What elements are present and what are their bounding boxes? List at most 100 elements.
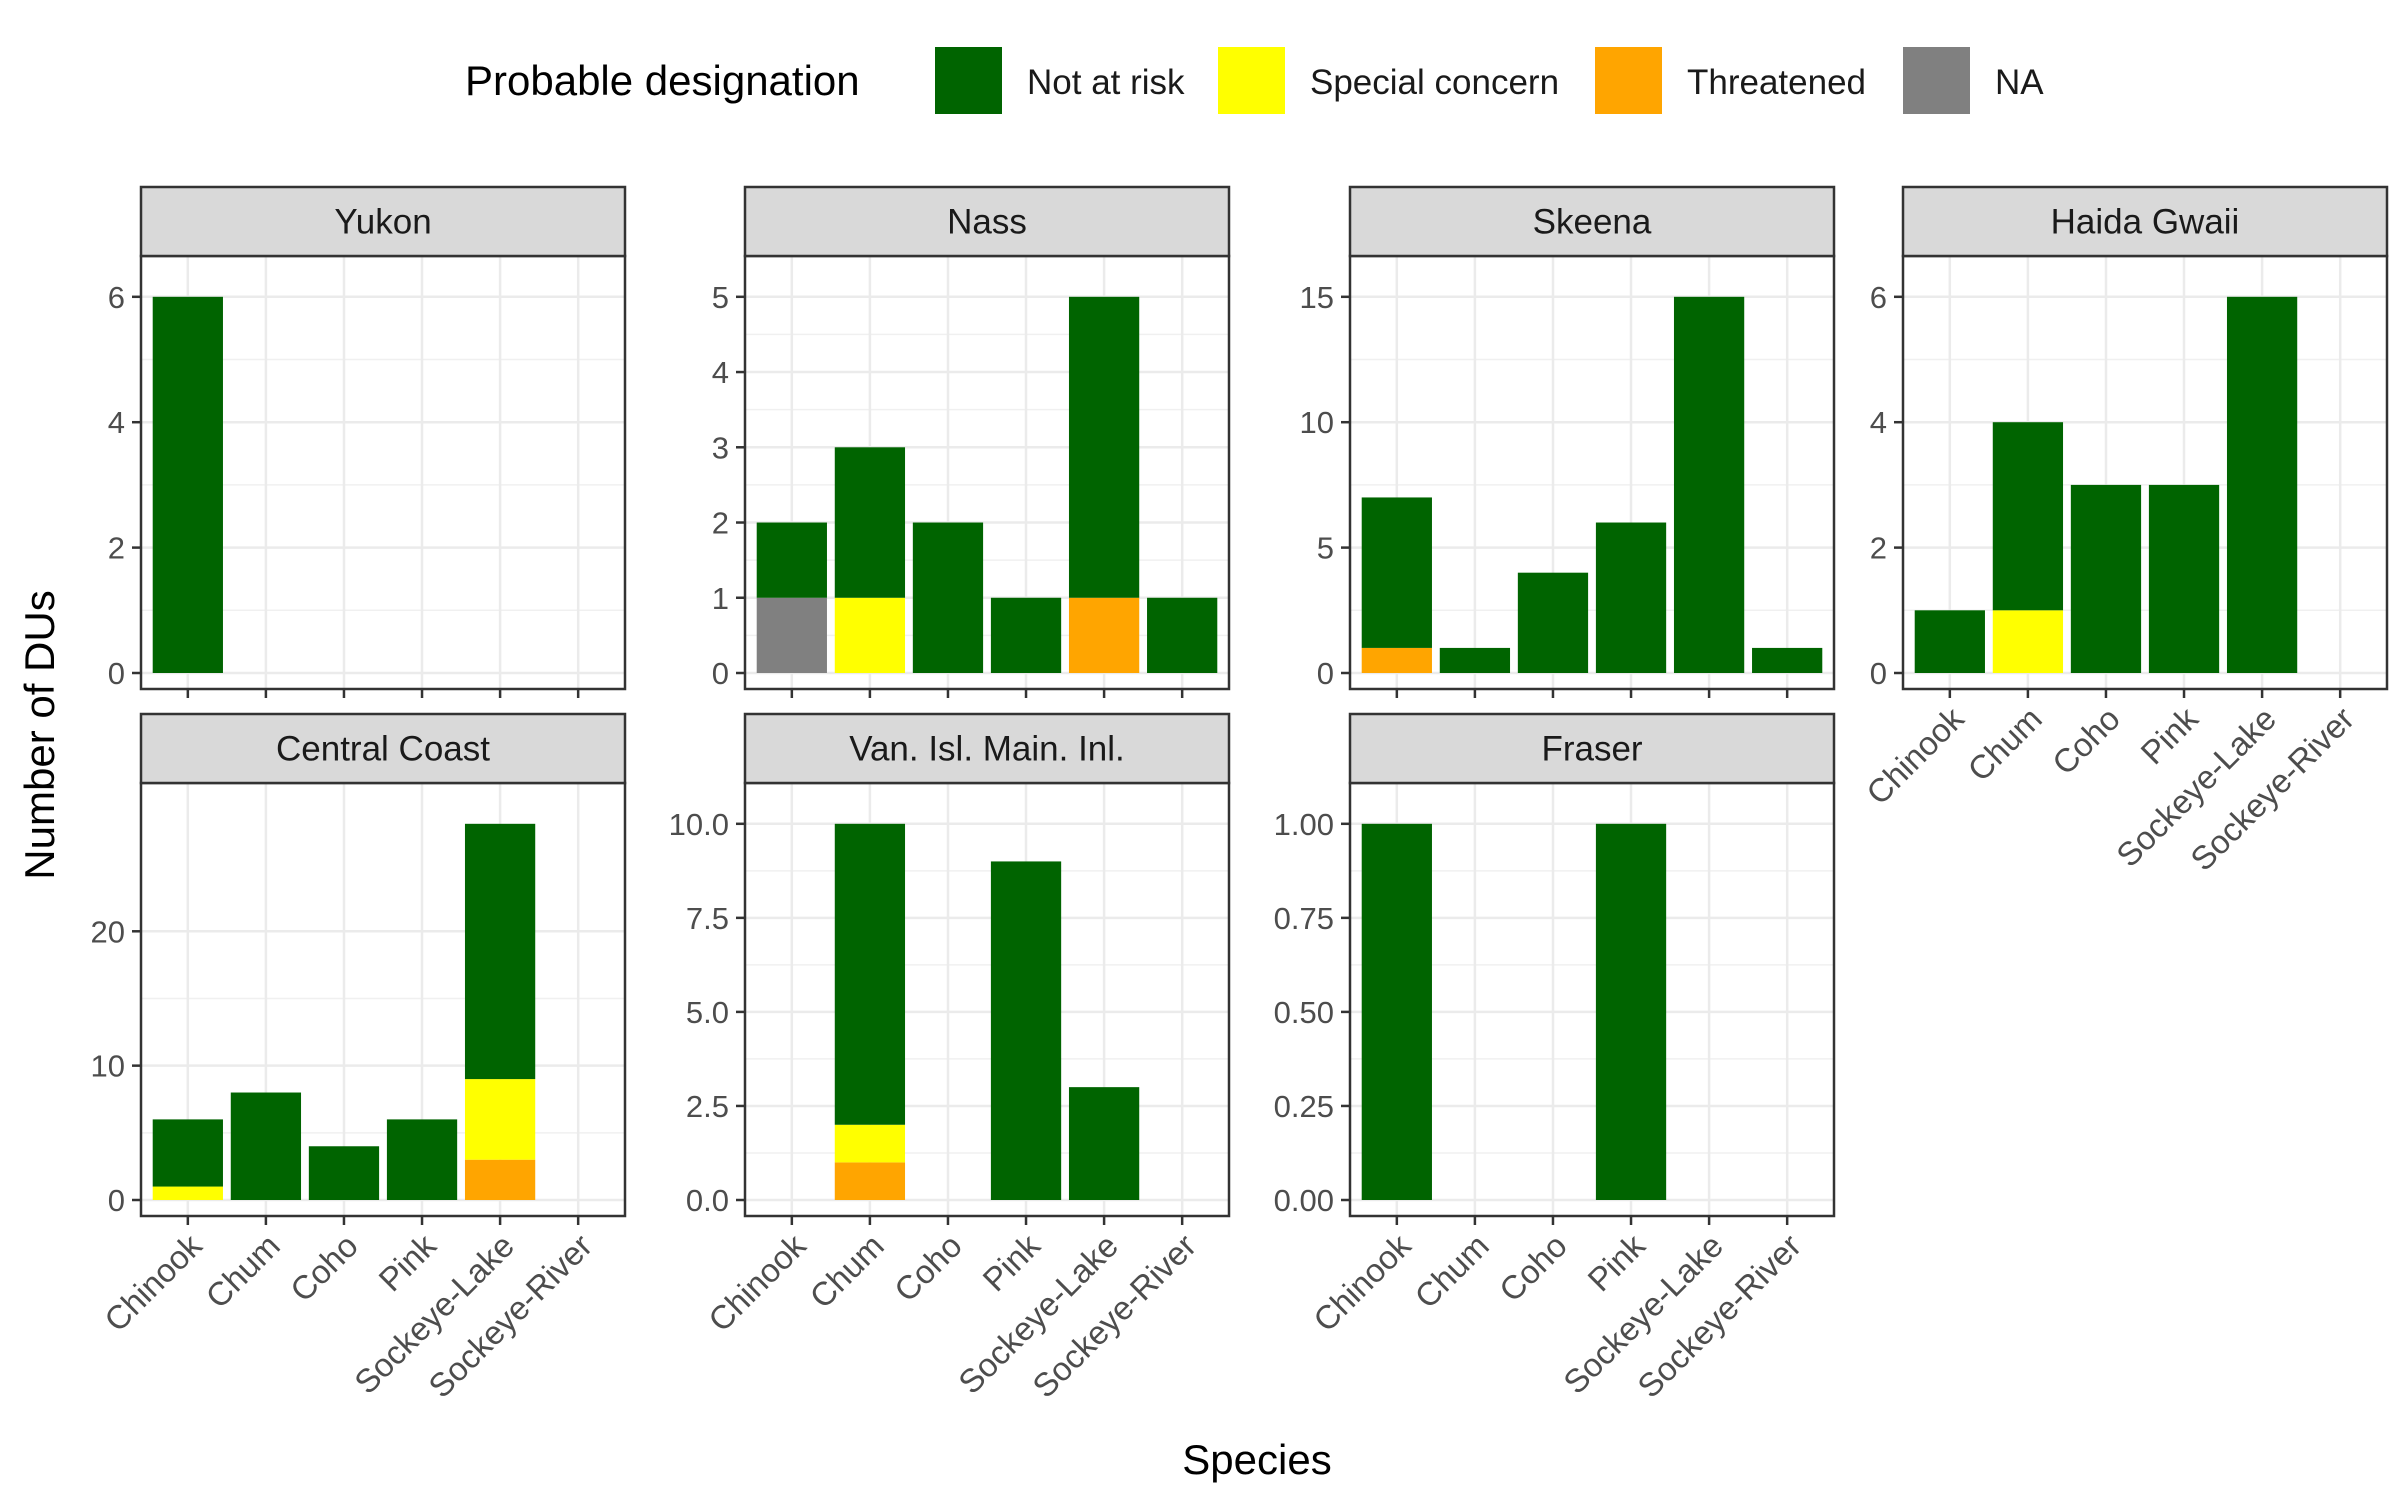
bar-chum-not-at-risk — [1439, 647, 1511, 673]
y-tick-label: 10 — [1300, 405, 1334, 440]
x-tick-label-chinook: Chinook — [701, 1226, 813, 1338]
facet-yukon: Yukon 0 2 4 6 — [108, 185, 627, 698]
x-tick-label-coho: Coho — [1492, 1227, 1574, 1309]
x-tick-label-chum: Chum — [1960, 700, 2048, 788]
x-tick-label-coho: Coho — [283, 1227, 365, 1309]
panel-background — [745, 783, 1229, 1216]
x-tick-label-chinook: Chinook — [1306, 1226, 1418, 1338]
y-tick-label: 5 — [1317, 531, 1334, 566]
bar-coho-not-at-risk — [308, 1146, 380, 1200]
x-tick-label-chinook: Chinook — [97, 1226, 209, 1338]
strip-background — [743, 712, 1231, 785]
bar-chinook-special-concern — [152, 1186, 223, 1200]
bar-chum-special-concern — [834, 597, 906, 673]
x-tick-label-pink: Pink — [371, 1226, 443, 1298]
bar-coho-not-at-risk — [912, 522, 984, 673]
y-tick-label: 2 — [712, 506, 729, 541]
x-tick-label-chum: Chum — [1407, 1227, 1495, 1315]
bar-sockeye-lake-not-at-risk — [1068, 296, 1140, 598]
facet-nass: Nass 0 1 2 3 4 5 — [712, 185, 1231, 698]
strip-title: Van. Isl. Main. Inl. — [849, 730, 1125, 769]
y-tick-label: 2 — [1870, 531, 1887, 566]
y-axis-title: Number of DUs — [16, 590, 63, 879]
y-tick-label: 0.25 — [1274, 1089, 1334, 1124]
bar-sockeye-lake-threatened — [1068, 597, 1140, 673]
legend-label-not-at-risk: Not at risk — [1027, 63, 1185, 102]
bar-pink-not-at-risk — [990, 861, 1062, 1200]
y-tick-label: 2 — [108, 531, 125, 566]
bar-chum-not-at-risk — [834, 447, 906, 598]
y-tick-label: 0.75 — [1274, 901, 1334, 936]
y-tick-label: 10 — [91, 1049, 125, 1084]
strip-background — [1901, 185, 2389, 258]
bar-chinook-not-at-risk — [1914, 610, 1985, 673]
strip-title: Skeena — [1533, 203, 1652, 242]
bar-chinook-not-at-risk — [1361, 823, 1432, 1200]
facet-skeena: Skeena 0 5 10 15 — [1300, 185, 1836, 698]
bar-sockeye-lake-special-concern — [464, 1079, 536, 1160]
legend-key-threatened — [1595, 47, 1662, 114]
strip-title: Fraser — [1541, 730, 1642, 769]
y-tick-label: 0.0 — [686, 1183, 729, 1218]
facet-panels: Yukon 0 2 4 6 Nass 0 1 2 3 4 5 Skeena 0 5 10 15 Haida Gwa… — [91, 185, 2389, 1405]
bar-sockeye-river-not-at-risk — [1147, 597, 1218, 673]
bar-chinook-not-at-risk — [152, 296, 223, 673]
y-tick-label: 5 — [712, 280, 729, 315]
legend-label-threatened: Threatened — [1687, 63, 1866, 102]
legend-title: Probable designation — [465, 57, 860, 104]
strip-background — [139, 712, 627, 785]
y-tick-label: 6 — [1870, 280, 1887, 315]
x-tick-label-pink: Pink — [2133, 699, 2205, 771]
y-tick-label: 20 — [91, 914, 125, 949]
y-tick-label: 15 — [1300, 280, 1334, 315]
x-axis-title: Species — [1182, 1436, 1331, 1483]
bar-sockeye-lake-not-at-risk — [1673, 296, 1745, 673]
legend-key-na — [1903, 47, 1970, 114]
bar-coho-not-at-risk — [2070, 484, 2142, 673]
strip-title: Central Coast — [276, 730, 490, 769]
bar-sockeye-lake-threatened — [464, 1159, 536, 1200]
y-tick-label: 1 — [712, 581, 729, 616]
x-tick-label-pink: Pink — [1580, 1226, 1652, 1298]
y-tick-label: 0.00 — [1274, 1183, 1334, 1218]
bar-chum-threatened — [834, 1162, 906, 1200]
x-tick-label-coho: Coho — [887, 1227, 969, 1309]
y-tick-label: 6 — [108, 280, 125, 315]
y-tick-label: 5.0 — [686, 995, 729, 1030]
bar-pink-not-at-risk — [1595, 522, 1667, 673]
strip-title: Nass — [947, 203, 1027, 242]
y-tick-label: 10.0 — [669, 807, 729, 842]
y-tick-label: 2.5 — [686, 1089, 729, 1124]
legend-label-na: NA — [1995, 63, 2044, 102]
y-tick-label: 7.5 — [686, 901, 729, 936]
bar-chinook-not-at-risk — [152, 1119, 223, 1187]
strip-background — [139, 185, 627, 258]
y-tick-label: 3 — [712, 430, 729, 465]
strip-title: Yukon — [334, 203, 431, 242]
legend: Probable designation Not at risk Special … — [465, 47, 2044, 114]
y-tick-label: 4 — [1870, 405, 1887, 440]
bar-sockeye-river-not-at-risk — [1752, 647, 1823, 673]
bar-sockeye-lake-not-at-risk — [2226, 296, 2298, 673]
strip-background — [743, 185, 1231, 258]
bar-chinook-na — [756, 597, 827, 673]
y-tick-label: 0 — [1317, 656, 1334, 691]
bar-chinook-threatened — [1361, 647, 1432, 673]
bar-pink-not-at-risk — [386, 1119, 458, 1200]
bar-pink-not-at-risk — [1595, 823, 1667, 1200]
legend-key-not-at-risk — [935, 47, 1002, 114]
facet-fraser: Fraser 0.00 0.25 0.50 0.75 1.00 ChinookChumCoh… — [1274, 712, 1836, 1405]
x-tick-label-pink: Pink — [975, 1226, 1047, 1298]
y-tick-label: 0 — [1870, 656, 1887, 691]
y-tick-label: 0 — [108, 656, 125, 691]
y-tick-label: 0 — [108, 1183, 125, 1218]
strip-background — [1348, 185, 1836, 258]
x-tick-label-chum: Chum — [198, 1227, 286, 1315]
legend-key-special-concern — [1218, 47, 1285, 114]
bar-chinook-not-at-risk — [1361, 497, 1432, 648]
x-tick-label-chinook: Chinook — [1859, 699, 1971, 811]
bar-pink-not-at-risk — [990, 597, 1062, 673]
y-tick-label: 4 — [108, 405, 125, 440]
